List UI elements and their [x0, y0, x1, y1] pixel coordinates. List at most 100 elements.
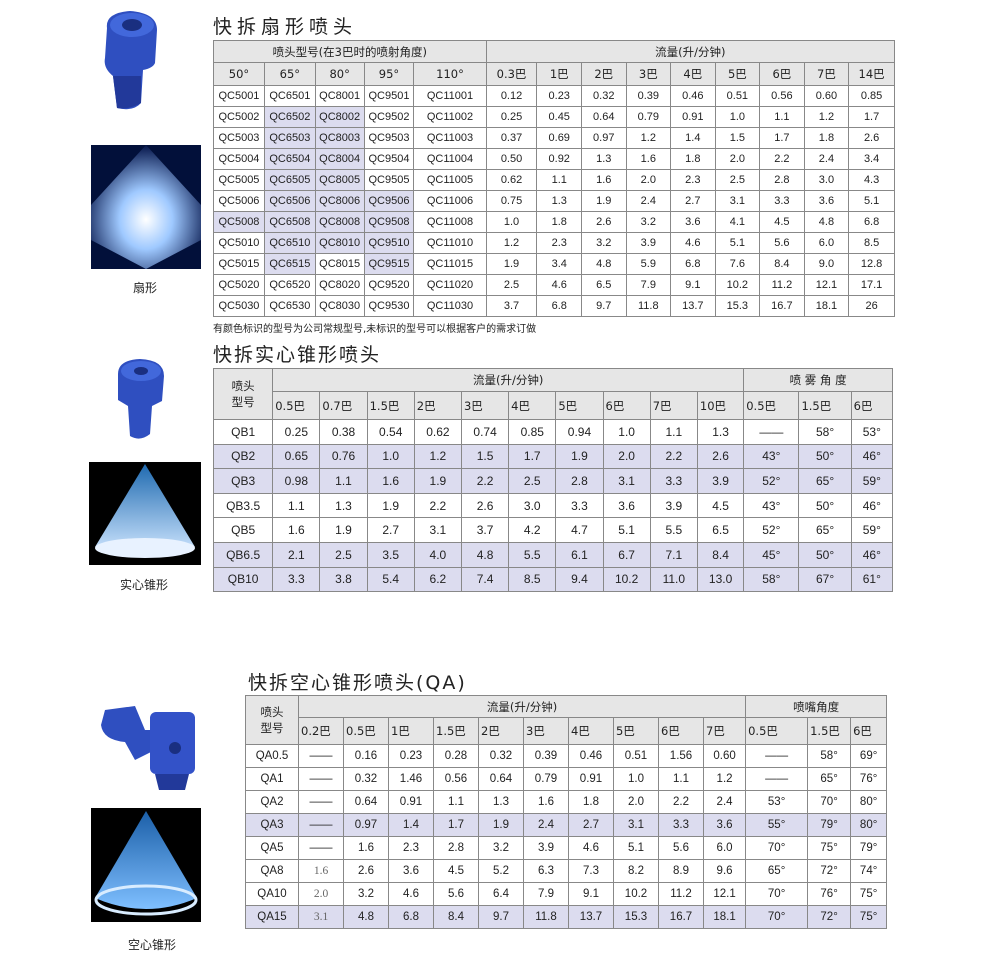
table-cell: 1.6 — [581, 169, 627, 191]
table-cell: QC5002 — [213, 106, 265, 128]
table-cell: 17.1 — [848, 274, 895, 296]
table-cell: 46° — [850, 541, 894, 568]
table-cell: 0.32 — [581, 85, 627, 107]
table-cell: 0.7巴 — [319, 391, 368, 420]
table-cell: 1.1 — [272, 492, 321, 519]
header-row: 0.5巴 0.7巴 1.5巴 2巴 3巴 4巴 5巴 6巴 7巴 10巴 0.5巴 1.5巴 6巴 — [214, 391, 894, 420]
table-cell: 1.9 — [581, 190, 627, 212]
table-cell: QB1 — [212, 419, 274, 445]
table-cell: 1.6 — [523, 790, 569, 814]
table-cell: 1.0 — [613, 767, 659, 791]
table-cell: 0.79 — [523, 767, 569, 791]
table-cell: 9.7 — [581, 295, 627, 317]
table-cell: 2.4 — [702, 790, 747, 814]
table-cell: 3.4 — [536, 253, 582, 275]
table-cell: 4.6 — [568, 836, 614, 860]
table-cell: 2.7 — [366, 517, 415, 543]
table-cell: 65° — [263, 62, 316, 86]
table-cell: 0.25 — [485, 106, 538, 128]
table-cell: QB3.5 — [212, 492, 274, 519]
table-cell: 5.2 — [478, 859, 524, 883]
table-cell: 3.9 — [625, 232, 672, 254]
table-cell: 55° — [745, 813, 809, 837]
table-cell: 3.4 — [848, 148, 895, 170]
table-cell: 3.1 — [413, 517, 462, 543]
table-cell: QC8002 — [314, 106, 365, 128]
table-row: QC5004 QC6504 QC8004 QC9504 QC11004 0.50 0.92 1… — [213, 148, 895, 170]
table-cell: 26 — [848, 295, 895, 317]
table-cell: 11.0 — [649, 566, 698, 593]
hollow-cone-table: 喷头 型号 流量(升/分钟) 喷嘴角度 0.2巴 0.5巴 1巴 1.5巴 2巴 3巴 4巴 5巴 6巴… — [245, 695, 888, 929]
table-cell: 1.3 — [478, 790, 524, 814]
table-cell: 6.4 — [478, 882, 524, 906]
table-cell: QC5008 — [213, 211, 265, 233]
table-cell: QC5020 — [213, 274, 265, 296]
table-cell: 3.6 — [803, 190, 850, 212]
table-cell: 0.3巴 — [485, 62, 538, 86]
table-cell: 9.1 — [568, 882, 614, 906]
table-cell: 1.8 — [670, 148, 716, 170]
table-cell: 0.5巴 — [343, 717, 389, 745]
table-cell: 70° — [745, 882, 809, 906]
table-cell: 2巴 — [478, 717, 524, 745]
table-row: QB10 3.3 3.8 5.4 6.2 7.4 8.5 9.4 10.2 11.0 13.0 58°… — [212, 566, 894, 593]
table-cell: 18.1 — [702, 905, 747, 929]
table-cell: QC11015 — [413, 253, 487, 275]
table-cell: 0.46 — [670, 85, 716, 107]
table-cell: 79° — [850, 836, 888, 860]
hollow-cone-spray-image — [91, 808, 201, 922]
table-cell: QC9520 — [363, 274, 415, 296]
table-cell: 15.3 — [714, 295, 761, 317]
table-cell: 75° — [807, 836, 852, 860]
table-cell: 1.5巴 — [366, 391, 415, 420]
table-cell: 1.9 — [485, 253, 538, 275]
table-cell: 0.37 — [485, 127, 538, 149]
table-cell: 7巴 — [702, 717, 747, 745]
table-cell: 6.0 — [803, 232, 850, 254]
table-cell: 1.7 — [508, 443, 557, 470]
table-cell: 3.0 — [803, 169, 850, 191]
table-cell: QC8006 — [314, 190, 365, 212]
table-cell: 1.0 — [602, 419, 651, 445]
table-cell: QC9515 — [363, 253, 415, 275]
table-cell: 喷嘴角度 — [745, 695, 888, 718]
table-cell: 0.16 — [343, 744, 389, 768]
table-cell: 1.9 — [319, 517, 368, 543]
table-cell: QC6510 — [263, 232, 316, 254]
table-cell: 6巴 — [602, 391, 651, 420]
table-cell: QC5003 — [213, 127, 265, 149]
solid-cone-spray-image — [89, 462, 201, 565]
table-cell: 1.3 — [319, 492, 368, 519]
table-row: QB3 0.98 1.1 1.6 1.9 2.2 2.5 2.8 3.1 3.3 3.9 52° 65°… — [212, 468, 894, 494]
table-row: QA1 —— 0.32 1.46 0.56 0.64 0.79 0.91 1.0 1.1 1.2 ——… — [245, 767, 888, 791]
table-cell: QC9508 — [363, 211, 415, 233]
table-cell: 3.2 — [478, 836, 524, 860]
table-cell: 3巴 — [625, 62, 672, 86]
solid-cone-nozzle-image — [118, 359, 164, 439]
table-cell: 2.4 — [803, 148, 850, 170]
table-row: QC5015 QC6515 QC8015 QC9515 QC11015 1.9 3.4 4.8… — [213, 253, 895, 275]
table-cell: 1.8 — [536, 211, 582, 233]
table-cell: 2巴 — [413, 391, 462, 420]
table-cell: 1.9 — [413, 468, 462, 494]
table-cell: 0.60 — [702, 744, 747, 768]
table-cell: 0.64 — [343, 790, 389, 814]
table-cell: 6巴 — [850, 717, 888, 745]
table-cell: 0.92 — [536, 148, 582, 170]
table-cell: 76° — [850, 767, 888, 791]
table-cell: —— — [298, 790, 344, 814]
table-cell: QC5005 — [213, 169, 265, 191]
table-cell: 3.7 — [460, 517, 510, 543]
table-cell: 16.7 — [759, 295, 805, 317]
table-cell: QA8 — [245, 859, 299, 883]
table-cell: 75° — [850, 882, 888, 906]
table-cell: 0.91 — [388, 790, 434, 814]
table-cell: 80° — [850, 813, 888, 837]
table-cell: 4巴 — [568, 717, 614, 745]
table-cell: 喷头型号(在3巴时的喷射角度) — [213, 40, 487, 63]
solid-cone-caption: 实心锥形 — [120, 578, 169, 592]
table-cell: 58° — [807, 744, 852, 768]
table-cell: 5.1 — [613, 836, 659, 860]
table-row: QA15 3.1 4.8 6.8 8.4 9.7 11.8 13.7 15.3 16.7 18.1 7… — [245, 905, 888, 929]
table-cell: 1.2 — [803, 106, 850, 128]
